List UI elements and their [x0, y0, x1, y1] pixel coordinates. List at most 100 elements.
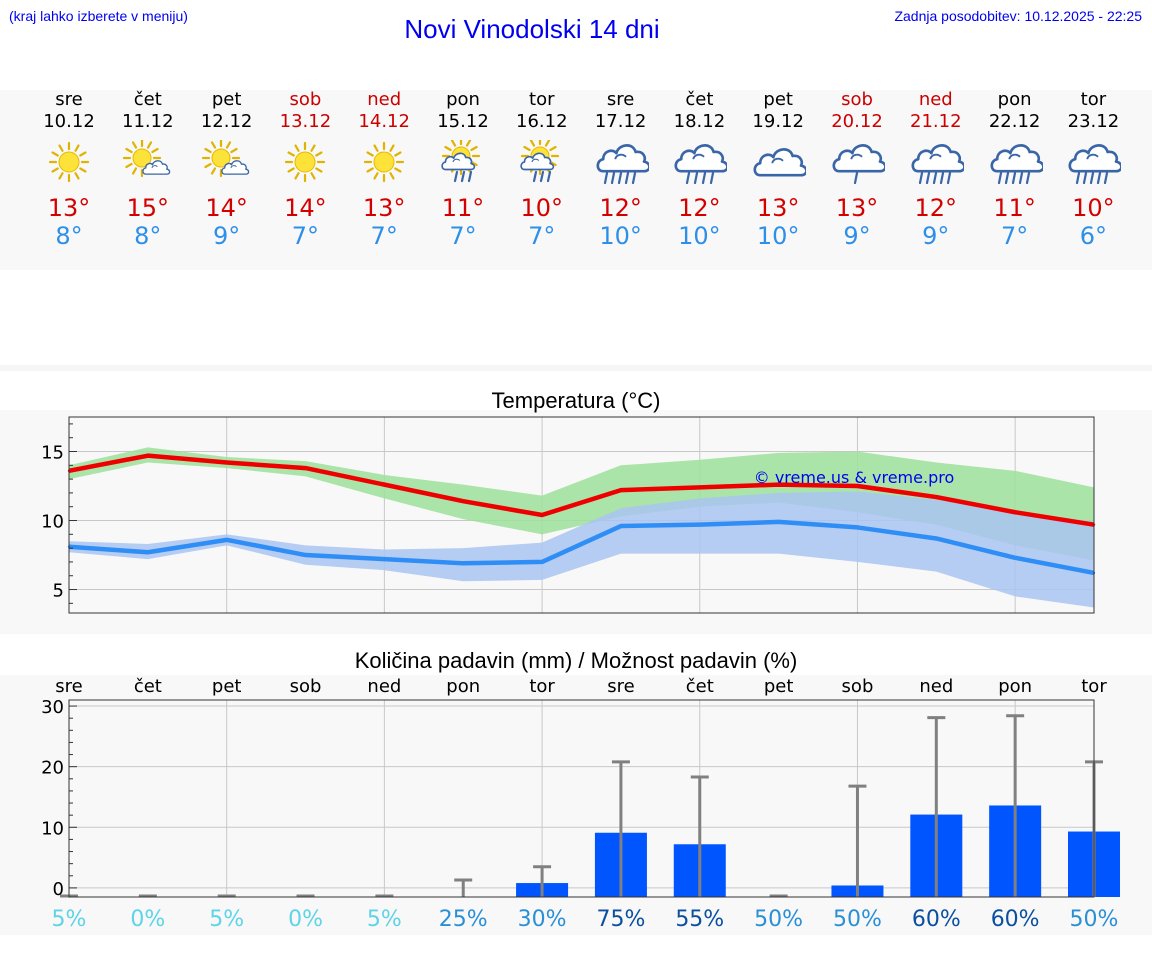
day-label: čet [134, 676, 162, 697]
precipitation-probability: 50% [833, 907, 882, 932]
max-point [462, 499, 465, 503]
temperature-chart-title: Temperatura (°C) [491, 388, 661, 413]
max-point [540, 513, 544, 517]
day-name: sre [606, 89, 635, 110]
precipitation-probability: 5% [209, 907, 244, 932]
max-point [383, 483, 386, 486]
forecast-day: ned 14.12 13° 7° [344, 89, 424, 251]
min-point [698, 523, 701, 526]
day-date: 17.12 [594, 111, 647, 132]
rain-drop [1090, 171, 1095, 184]
day-date: 21.12 [910, 111, 962, 132]
forecast-day: čet 18.12 12° 10° [659, 90, 739, 250]
max-temperature: 12° [914, 194, 958, 222]
day-name: sob [841, 89, 873, 110]
y-tick-label: 0 [53, 879, 64, 900]
precipitation-probability: 5% [52, 907, 87, 932]
day-label: pon [998, 676, 1032, 697]
rain-drop [925, 171, 930, 184]
day-name: čet [133, 89, 162, 110]
precipitation-chart: sre čet pet sob ned pon tor sre čet pet sob ned pon t… [41, 676, 1120, 932]
y-tick-label: 15 [41, 443, 64, 464]
day-name: sre [55, 89, 83, 110]
rain-drop [997, 171, 1002, 184]
rain-drop [1083, 171, 1088, 184]
min-temperature: 7° [291, 222, 320, 250]
forecast-strip [0, 90, 1152, 270]
precipitation-probability: 60% [912, 907, 961, 932]
day-name: tor [1080, 89, 1107, 110]
min-temperature: 9° [922, 222, 950, 250]
max-point [935, 495, 938, 499]
max-temperature: 13° [835, 194, 879, 222]
max-temperature: 13° [756, 194, 800, 222]
day-date: 22.12 [988, 111, 1041, 132]
day-name: ned [918, 89, 953, 110]
min-temperature: 10° [678, 222, 721, 250]
min-temperature: 8° [55, 222, 83, 250]
cloud-shape [220, 160, 249, 175]
max-temperature: 11° [441, 194, 485, 222]
sun-shape [285, 141, 326, 183]
min-point [462, 562, 465, 565]
max-point [1013, 511, 1017, 514]
max-temperature: 12° [599, 194, 642, 222]
max-temperature: 12° [678, 194, 721, 222]
rain-drop [1018, 171, 1023, 184]
max-temperature-line [68, 453, 1095, 527]
day-label: ned [367, 676, 401, 697]
forecast-day: pet 19.12 13° 10° [738, 90, 818, 250]
rain-drop [603, 171, 608, 184]
min-temperature: 9° [212, 222, 241, 250]
sun-shape [48, 141, 90, 183]
y-tick-label: 10 [41, 512, 64, 533]
rain-drop [610, 171, 615, 184]
heavy-rain-icon [1068, 144, 1122, 184]
min-temperature-line [68, 519, 1095, 576]
cloud-shape [142, 160, 171, 175]
sun-shape [364, 141, 405, 183]
day-label: pet [212, 676, 242, 697]
watermark: © vreme.us & vreme.pro [754, 468, 955, 487]
location-hint: (kraj lahko izberete v meniju) [9, 8, 188, 24]
forecast-day: sre 10.12 13° 8° [29, 89, 109, 251]
sun-rain-icon [520, 140, 559, 183]
rain-drop [1104, 171, 1109, 184]
plot-frame [68, 416, 1095, 614]
min-temperature: 7° [1000, 222, 1029, 250]
min-point [383, 557, 386, 561]
rain-drop [853, 171, 859, 184]
precipitation-probability: 0% [130, 907, 165, 932]
sun-rain-icon [441, 140, 481, 183]
heavy-rain-icon [596, 144, 649, 184]
min-point [540, 560, 544, 564]
day-label: pon [446, 676, 480, 697]
precipitation-probability: 30% [518, 907, 567, 932]
max-point [304, 466, 307, 470]
forecast-day: pon 15.12 11° 7° [423, 90, 503, 251]
min-point [619, 524, 623, 528]
min-point [304, 553, 307, 557]
cloud-shape [674, 144, 728, 173]
cloud-shape [441, 152, 476, 171]
max-temperature: 14° [205, 194, 248, 222]
temperature-chart: 5 10 15 © vreme.us & vreme.pro [41, 416, 1096, 614]
precipitation-probability: 60% [991, 907, 1040, 932]
max-point [698, 486, 701, 489]
cloud-shape [990, 144, 1043, 173]
divider [0, 365, 1152, 371]
min-temperature: 6° [1079, 222, 1108, 250]
y-tick-label: 5 [53, 581, 64, 602]
rain-drop [939, 171, 944, 184]
day-date: 16.12 [516, 111, 568, 132]
cloud-shape [753, 148, 807, 177]
min-point [225, 538, 228, 542]
day-name: ned [367, 89, 402, 110]
precipitation-probability: 55% [675, 907, 724, 932]
min-point [1013, 556, 1017, 559]
min-temperature: 7° [528, 222, 556, 250]
day-label: sre [55, 676, 82, 697]
min-temperature: 7° [370, 222, 398, 250]
day-label: sre [607, 676, 634, 697]
max-temperature: 11° [993, 194, 1036, 222]
